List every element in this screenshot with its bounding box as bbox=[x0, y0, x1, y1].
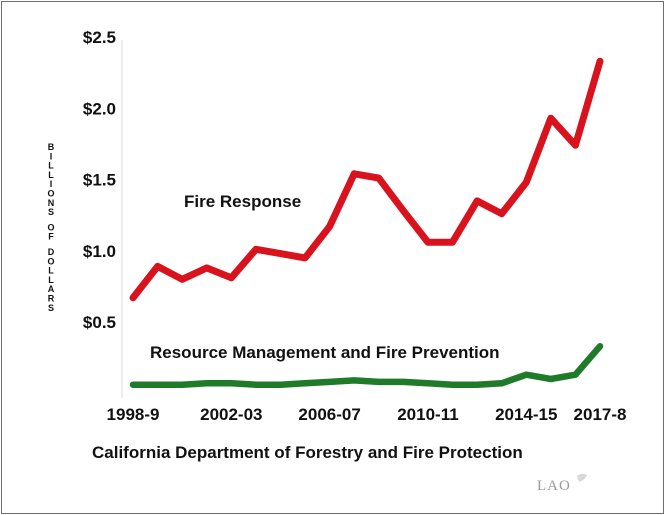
x-tick-label: 2017-8 bbox=[574, 405, 627, 424]
y-axis-title-letter: L bbox=[48, 266, 54, 276]
y-axis-title-letter: L bbox=[48, 161, 54, 171]
y-axis-title-letter: I bbox=[50, 151, 53, 161]
y-tick-label: $2.5 bbox=[83, 28, 116, 47]
y-axis-title-letter: D bbox=[48, 247, 55, 257]
y-axis-title-letter: O bbox=[47, 222, 54, 232]
x-tick-label: 2002-03 bbox=[200, 405, 262, 424]
y-tick-label: $1.0 bbox=[83, 242, 116, 261]
series-label-fire-response: Fire Response bbox=[184, 192, 301, 211]
y-tick-label: $2.0 bbox=[83, 99, 116, 118]
x-tick-label: 1998-9 bbox=[107, 405, 160, 424]
y-axis-title-letter: F bbox=[48, 232, 54, 242]
series-line-resource-management bbox=[129, 342, 604, 388]
source-credit: LAO bbox=[537, 478, 571, 494]
y-axis-title-letter: R bbox=[48, 294, 55, 304]
chart-subtitle: California Department of Forestry and Fi… bbox=[92, 443, 523, 462]
y-axis-title-letter: O bbox=[47, 256, 54, 266]
x-tick-label: 2014-15 bbox=[495, 405, 557, 424]
y-axis-title-letter: O bbox=[47, 189, 54, 199]
x-tick-label: 2006-07 bbox=[298, 405, 360, 424]
series-line-fire-response bbox=[129, 57, 604, 302]
y-axis-title-letter: S bbox=[48, 207, 54, 217]
y-axis-title-letter: B bbox=[48, 142, 55, 152]
y-axis-title-letter: L bbox=[48, 275, 54, 285]
y-axis-title-letter: N bbox=[48, 198, 55, 208]
series-label-resource-management: Resource Management and Fire Prevention bbox=[150, 343, 500, 362]
credit-flame-icon bbox=[577, 473, 587, 482]
series-layer bbox=[129, 57, 604, 388]
axis-layer: $0.5 $1.0 $1.5 $2.0 $2.5 1998-9 2002-03 2006-07… bbox=[83, 28, 627, 424]
y-axis-title-letter: L bbox=[48, 170, 54, 180]
y-tick-label: $1.5 bbox=[83, 171, 116, 190]
y-tick-label: $0.5 bbox=[83, 313, 116, 332]
y-axis-title-letter: S bbox=[48, 303, 54, 313]
x-tick-label: 2010-11 bbox=[397, 405, 458, 424]
y-axis-title-letter: I bbox=[50, 179, 53, 189]
y-axis-title-letter: A bbox=[48, 284, 55, 294]
